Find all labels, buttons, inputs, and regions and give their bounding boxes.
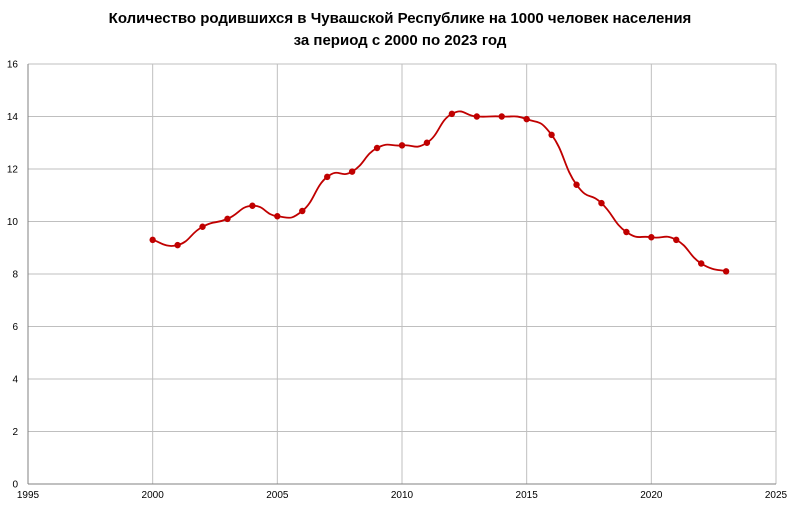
data-point [474,113,480,119]
x-tick-label: 2020 [640,490,663,501]
y-tick-label: 14 [7,112,19,123]
data-point [274,213,280,219]
data-point [349,168,355,174]
x-tick-label: 1995 [17,490,40,501]
data-point [399,142,405,148]
x-tick-label: 2010 [391,490,414,501]
data-point [174,242,180,248]
data-point [449,111,455,117]
y-tick-label: 6 [12,322,18,333]
x-tick-label: 2015 [516,490,539,501]
data-point [573,182,579,188]
data-point [499,113,505,119]
series-layer [149,111,729,275]
y-tick-label: 2 [12,427,18,438]
data-point [723,268,729,274]
x-tick-label: 2025 [765,490,788,501]
data-point [648,234,654,240]
y-tick-label: 10 [7,217,19,228]
y-tick-label: 4 [12,375,18,386]
y-tick-label: 12 [7,165,19,176]
series-line [153,111,726,271]
data-point [149,237,155,243]
data-point [523,116,529,122]
data-point [623,229,629,235]
grid-lines [28,64,776,484]
data-point [673,237,679,243]
y-tick-label: 8 [12,270,18,281]
data-point [374,145,380,151]
data-point [424,140,430,146]
data-point [548,132,554,138]
y-tick-label: 0 [12,480,18,491]
data-point [299,208,305,214]
tick-labels: 0 2 4 6 8 10 12 14 16 1995 2000 2005 2010 2015 2020 202… [7,60,788,502]
x-tick-label: 2005 [266,490,289,501]
data-point [598,200,604,206]
data-point [698,260,704,266]
data-point [199,224,205,230]
data-point [324,174,330,180]
y-tick-label: 16 [7,60,19,71]
x-tick-label: 2000 [142,490,165,501]
data-point [249,203,255,209]
data-point [224,216,230,222]
